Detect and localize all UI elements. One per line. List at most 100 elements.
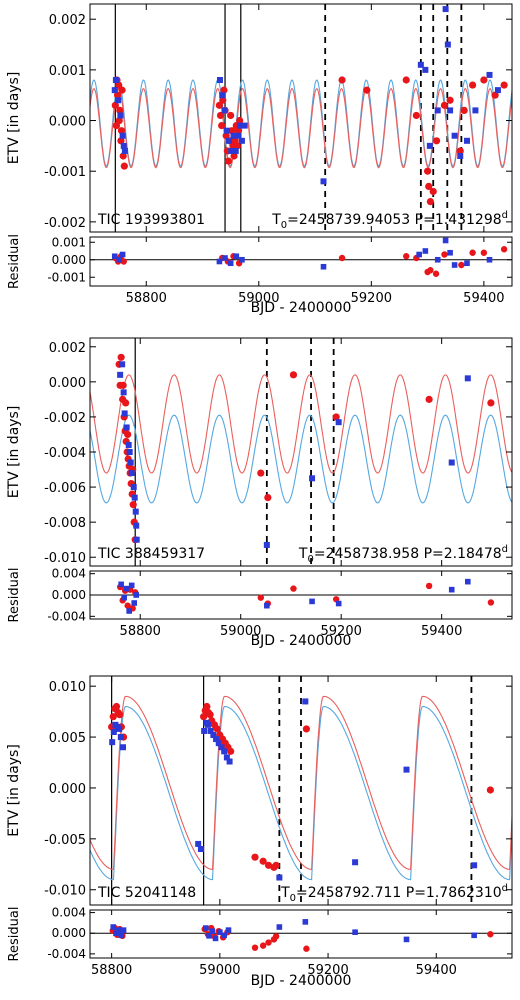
y-tick-label: -0.002 <box>44 216 86 231</box>
data-point-secondary <box>263 541 270 548</box>
x-axis-label: BJD - 2400000 <box>251 633 352 649</box>
plot-frame <box>89 675 513 906</box>
residual-point-primary <box>272 933 280 940</box>
data-point-secondary <box>472 107 479 114</box>
res-y-tick-label: 0.000 <box>52 253 86 267</box>
data-point-secondary <box>110 728 117 735</box>
data-point-primary <box>200 713 208 721</box>
residual-point-secondary <box>121 594 127 601</box>
model-curve-red <box>90 695 512 871</box>
x-tick-label: 59000 <box>238 291 279 306</box>
y-tick-label: 0.002 <box>49 13 86 28</box>
residual-point-primary <box>338 254 346 262</box>
data-point-secondary <box>130 484 137 491</box>
y-tick-label: -0.002 <box>44 411 86 426</box>
data-point-secondary <box>426 142 433 149</box>
x-tick-label: 59400 <box>463 291 504 306</box>
data-point-primary <box>117 137 125 145</box>
x-tick-label: 59200 <box>351 291 392 306</box>
x-tick-label: 59000 <box>199 963 240 978</box>
data-point-primary <box>230 152 238 160</box>
data-point-secondary <box>234 132 241 139</box>
res-y-tick-label: 0.001 <box>52 235 86 249</box>
data-point-secondary <box>109 739 116 746</box>
data-point-primary <box>120 162 128 170</box>
data-point-secondary <box>116 725 123 732</box>
data-point-secondary <box>223 754 230 761</box>
data-point-primary <box>216 111 225 120</box>
residual-point-secondary <box>202 925 209 931</box>
x-tick-label: 58800 <box>91 963 132 978</box>
target-label: TIC 52041148 <box>97 885 196 901</box>
residual-point-secondary <box>217 929 223 935</box>
data-point-primary <box>115 116 123 125</box>
y-axis-label: ETV [in days] <box>6 406 22 499</box>
residual-point-secondary <box>225 927 232 933</box>
data-point-primary <box>233 142 242 150</box>
residual-point-primary <box>124 602 131 609</box>
data-point-secondary <box>335 419 342 426</box>
data-point-primary <box>119 152 127 160</box>
ephemeris-label: T0=2458738.958 P=2.18478d <box>298 544 508 565</box>
data-point-primary <box>302 725 311 733</box>
data-point-secondary <box>125 441 132 448</box>
data-point-secondary <box>471 862 478 869</box>
y-tick-label: -0.006 <box>44 481 86 496</box>
x-tick-label: 58800 <box>120 624 161 639</box>
data-point-secondary <box>464 375 471 382</box>
data-point-primary <box>469 81 477 89</box>
data-point-secondary <box>121 147 128 154</box>
y-tick-label: 0.000 <box>49 115 86 130</box>
residual-point-secondary <box>264 602 270 609</box>
data-point-secondary <box>128 470 135 477</box>
residual-axis-label: Residual <box>7 234 22 289</box>
panel-3: 0.010 0.005 0.000 -0.005 -0.010 ETV [in days]… <box>6 675 513 989</box>
y-tick-label: -0.001 <box>44 165 86 180</box>
residual-point-secondary <box>352 929 358 935</box>
data-point-secondary <box>133 522 140 529</box>
x-tick-label: 59000 <box>220 624 261 639</box>
data-point-primary <box>122 399 130 407</box>
residual-point-secondary <box>133 592 140 598</box>
residual-point-secondary <box>335 600 342 607</box>
data-point-secondary <box>226 758 233 765</box>
residual-point-secondary <box>216 258 223 265</box>
data-point-primary <box>480 76 488 84</box>
data-point-secondary <box>117 112 124 119</box>
data-point-secondary <box>204 721 211 728</box>
data-point-primary <box>251 853 259 861</box>
res-y-tick-label: 0.004 <box>52 567 86 581</box>
data-point-primary <box>402 76 410 84</box>
data-point-secondary <box>117 371 124 378</box>
data-point-primary <box>222 132 230 140</box>
y-tick-label: -0.004 <box>44 446 86 461</box>
data-point-secondary <box>486 71 493 78</box>
y-tick-label: 0.001 <box>49 64 86 79</box>
data-point-primary <box>116 106 124 114</box>
data-point-secondary <box>120 389 127 396</box>
residual-point-primary <box>427 267 434 274</box>
data-point-primary <box>117 353 125 361</box>
residual-point-secondary <box>302 919 309 925</box>
plot-frame <box>89 3 513 233</box>
data-point-secondary <box>201 727 208 734</box>
data-point-secondary <box>442 6 449 13</box>
res-y-tick-label: 0.004 <box>52 906 86 920</box>
x-tick-label: 59400 <box>416 963 457 978</box>
data-point-secondary <box>213 736 220 743</box>
data-point-secondary <box>117 734 124 741</box>
data-point-secondary <box>225 137 232 144</box>
model-curve-blue <box>90 705 512 881</box>
res-y-tick-label: 0.000 <box>52 926 86 940</box>
data-point-secondary <box>463 137 470 144</box>
residual-point-secondary <box>276 924 283 930</box>
data-point-primary <box>332 413 340 421</box>
residual-point-primary <box>251 944 259 951</box>
residual-point-primary <box>432 270 440 277</box>
data-point-secondary <box>127 459 134 466</box>
residual-point-secondary <box>320 263 327 270</box>
residual-point-primary <box>259 942 267 949</box>
residual-point-secondary <box>111 253 118 260</box>
res-y-tick-label: -0.004 <box>47 609 86 623</box>
